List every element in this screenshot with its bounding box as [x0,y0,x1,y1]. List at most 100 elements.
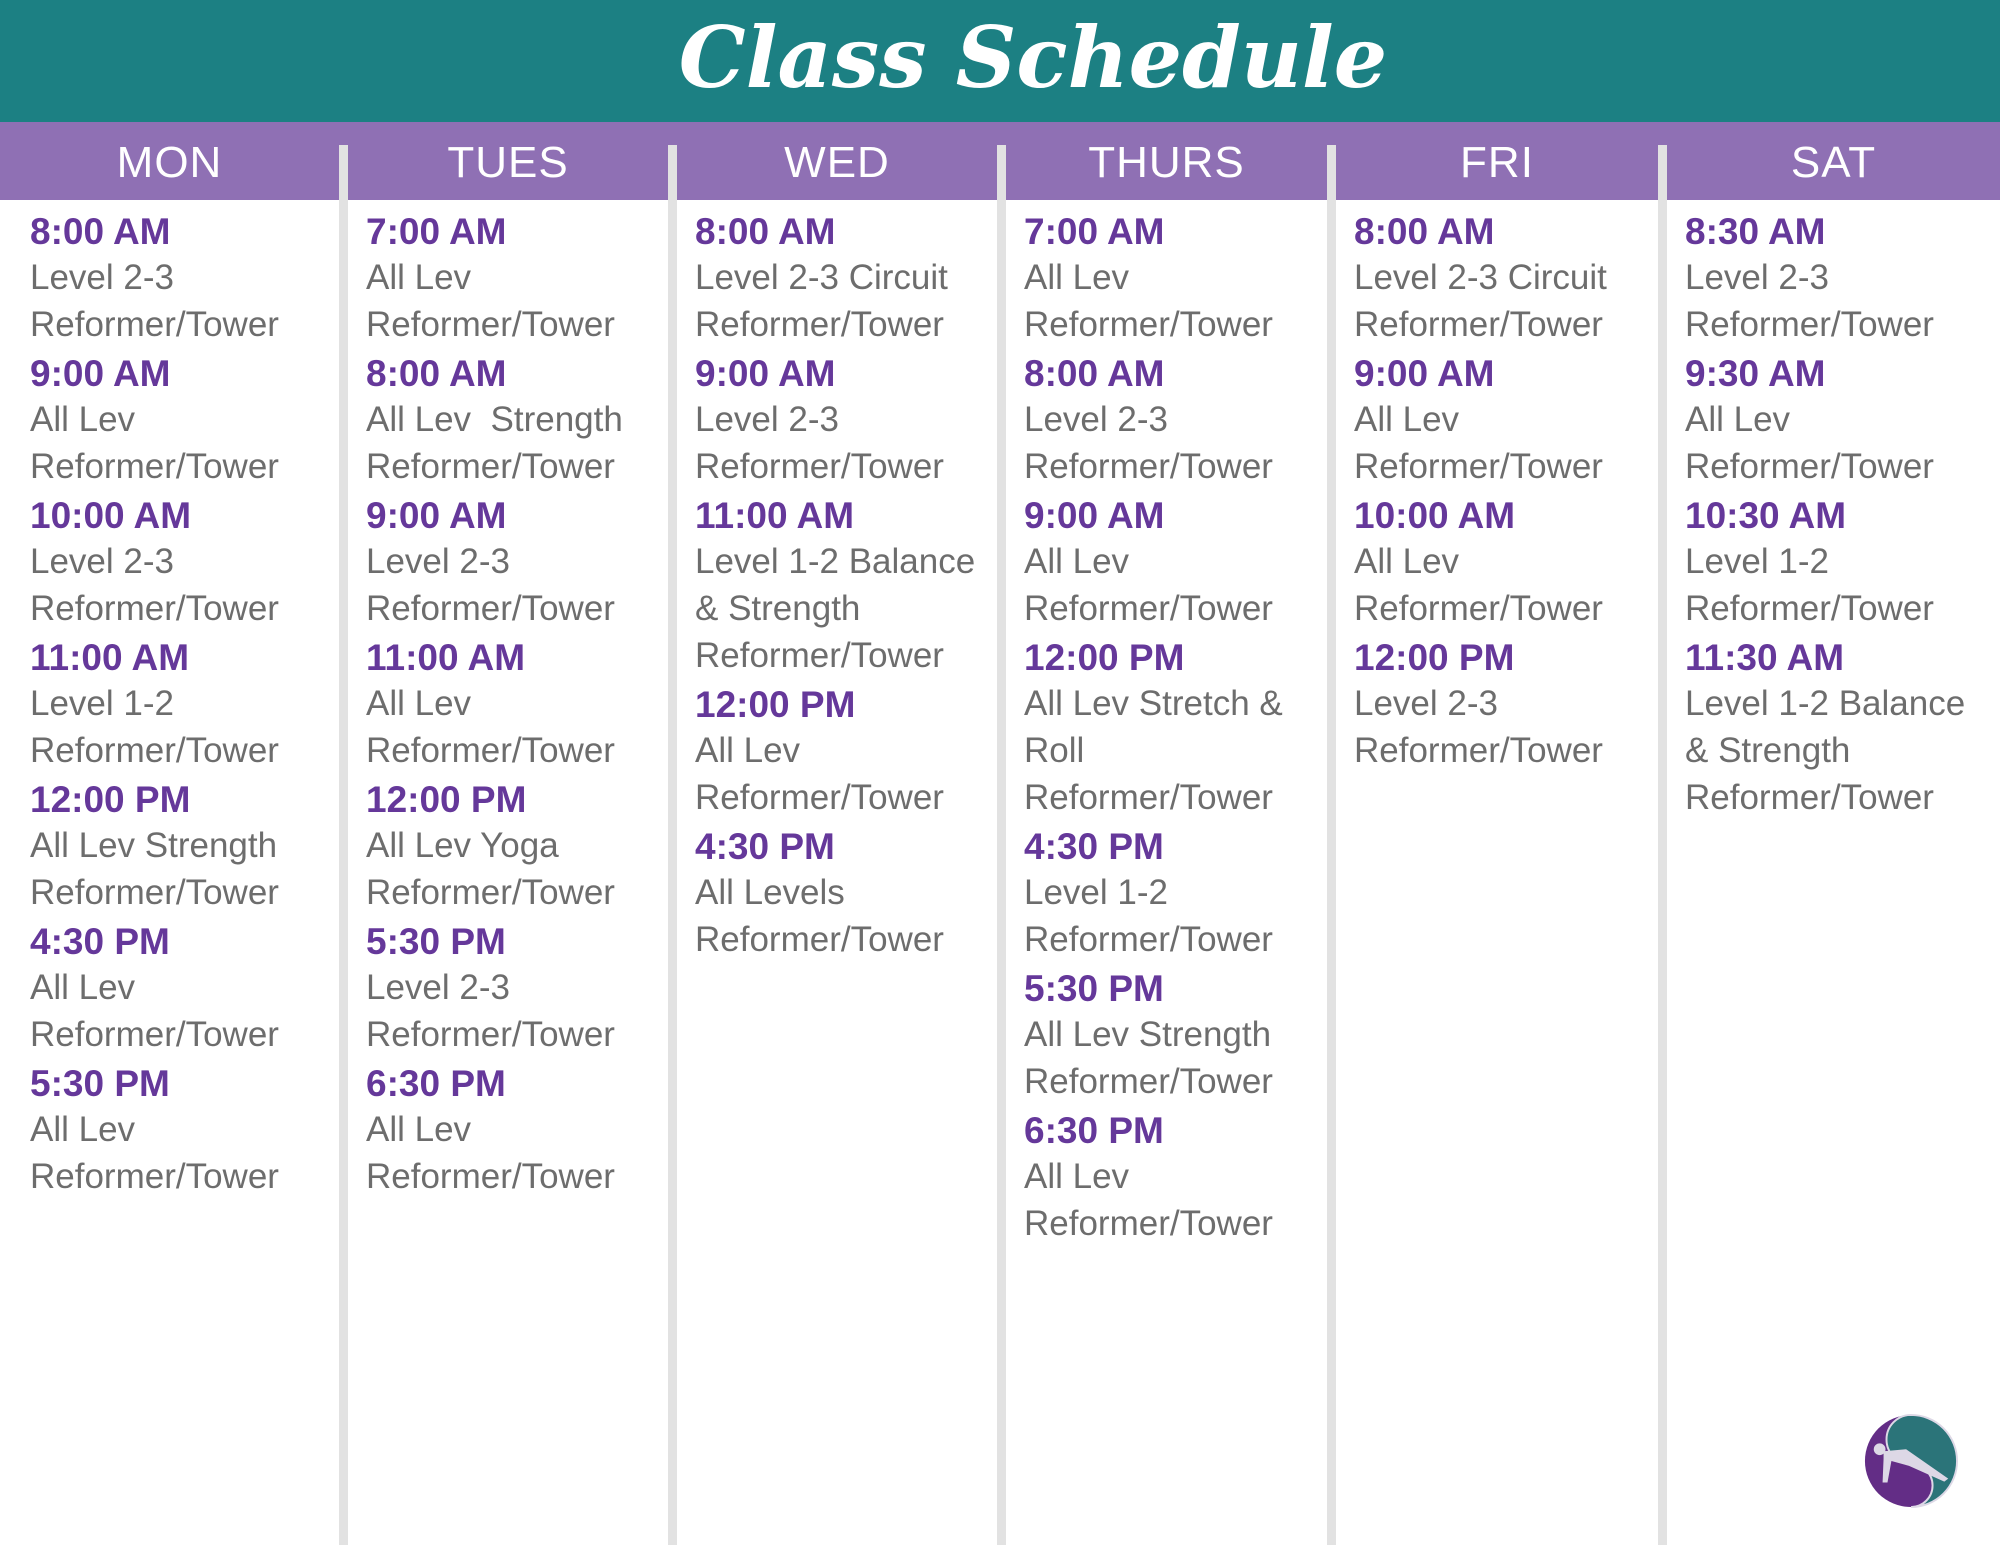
column-divider [339,145,348,1545]
class-description: Reformer/Tower [1685,589,1934,628]
class-entry: 8:00 AM Level 2-3 Circuit Reformer/Tower [695,210,997,348]
class-description: Reformer/Tower [366,447,615,486]
class-list: 7:00 AM All Lev Reformer/Tower 8:00 AM Level… [1006,200,1327,1247]
class-description: Reformer/Tower [1024,920,1273,959]
page-title: Class Schedule [678,8,1388,107]
title-bar: Class Schedule [0,0,2000,122]
class-time: 12:00 PM [366,779,527,820]
class-description: Level 1-2 Balance [695,542,976,581]
class-description: Reformer/Tower [366,589,615,628]
day-column-mon: MON 8:00 AM Level 2-3 Reformer/Tower 9:00 AM… [0,122,339,1545]
class-description: All Lev [695,731,801,770]
class-list: 8:30 AM Level 2-3 Reformer/Tower 9:30 AM All… [1667,200,2000,821]
class-description: Reformer/Tower [1024,1062,1273,1101]
class-entry: 12:00 PM All Lev Yoga Reformer/Tower [366,778,668,916]
class-description: All Lev [30,1110,136,1149]
class-description: All Lev [366,258,472,297]
class-description: Level 1-2 Balance [1685,684,1966,723]
class-description: All Lev Strength [30,826,278,865]
class-entry: 4:30 PM All Levels Reformer/Tower [695,825,997,963]
class-entry: 8:00 AM Level 2-3 Reformer/Tower [1024,352,1327,490]
class-time: 10:00 AM [1354,495,1516,536]
day-column-wed: WED 8:00 AM Level 2-3 Circuit Reformer/Towe… [677,122,997,1545]
column-divider [668,145,677,1545]
class-description: Reformer/Tower [695,778,944,817]
class-time: 7:00 AM [366,211,507,252]
class-description: All Lev [30,968,136,1007]
class-description: All Lev Strength [1024,1015,1272,1054]
class-description: Reformer/Tower [30,1157,279,1196]
day-column-thurs: THURS 7:00 AM All Lev Reformer/Tower 8:00 AM… [1006,122,1327,1545]
class-list: 7:00 AM All Lev Reformer/Tower 8:00 AM All L… [348,200,668,1200]
class-description: Reformer/Tower [366,1157,615,1196]
class-time: 12:00 PM [1024,637,1185,678]
class-description: Reformer/Tower [1354,305,1603,344]
class-description: Level 2-3 [695,400,839,439]
class-time: 12:00 PM [30,779,191,820]
class-description: All Lev [30,400,136,439]
class-time: 4:30 PM [30,921,170,962]
class-description: Roll [1024,731,1085,770]
class-entry: 4:30 PM Level 1-2 Reformer/Tower [1024,825,1327,963]
column-divider [997,145,1006,1545]
class-description: Reformer/Tower [30,873,279,912]
class-description: Reformer/Tower [366,873,615,912]
class-entry: 9:00 AM All Lev Reformer/Tower [30,352,339,490]
class-description: Level 1-2 [1024,873,1168,912]
class-description: Reformer/Tower [1024,1204,1273,1243]
class-time: 11:00 AM [30,637,190,678]
class-entry: 12:00 PM All Lev Strength Reformer/Tower [30,778,339,916]
class-description: Level 1-2 [30,684,174,723]
class-description: Reformer/Tower [695,636,944,675]
class-time: 9:30 AM [1685,353,1826,394]
class-description: Reformer/Tower [30,731,279,770]
class-description: Reformer/Tower [366,305,615,344]
class-entry: 9:00 AM Level 2-3 Reformer/Tower [366,494,668,632]
class-description: Level 2-3 [1024,400,1168,439]
class-description: Level 2-3 [1354,684,1498,723]
day-header: MON [116,138,223,187]
day-header: THURS [1088,138,1245,187]
class-description: Level 2-3 [30,258,174,297]
class-description: Level 2-3 [30,542,174,581]
class-entry: 9:00 AM All Lev Reformer/Tower [1024,494,1327,632]
class-entry: 11:30 AM Level 1-2 Balance & Strength Refor… [1685,636,2000,821]
class-list: 8:00 AM Level 2-3 Circuit Reformer/Tower 9:… [1336,200,1658,774]
class-time: 9:00 AM [695,353,836,394]
class-time: 9:00 AM [1024,495,1165,536]
day-column-sat: SAT 8:30 AM Level 2-3 Reformer/Tower 9:30 AM… [1667,122,2000,1545]
class-time: 8:00 AM [1024,353,1165,394]
class-entry: 8:00 AM Level 2-3 Circuit Reformer/Tower [1354,210,1658,348]
class-entry: 8:30 AM Level 2-3 Reformer/Tower [1685,210,2000,348]
class-entry: 8:00 AM Level 2-3 Reformer/Tower [30,210,339,348]
day-column-fri: FRI 8:00 AM Level 2-3 Circuit Reformer/Towe… [1336,122,1658,1545]
class-time: 10:30 AM [1685,495,1847,536]
class-entry: 5:30 PM Level 2-3 Reformer/Tower [366,920,668,1058]
class-description: All Lev Stretch & [1024,684,1283,723]
class-time: 12:00 PM [695,684,856,725]
class-time: 8:00 AM [30,211,171,252]
class-entry: 9:30 AM All Lev Reformer/Tower [1685,352,2000,490]
class-time: 7:00 AM [1024,211,1165,252]
class-description: Reformer/Tower [1685,447,1934,486]
class-description: Reformer/Tower [1024,589,1273,628]
class-description: Reformer/Tower [30,447,279,486]
class-description: All Lev [1024,1157,1130,1196]
day-header: SAT [1790,138,1877,187]
class-description: Level 1-2 [1685,542,1829,581]
class-time: 8:00 AM [366,353,507,394]
class-time: 5:30 PM [366,921,506,962]
class-time: 8:30 AM [1685,211,1826,252]
class-entry: 10:00 AM All Lev Reformer/Tower [1354,494,1658,632]
class-entry: 10:30 AM Level 1-2 Reformer/Tower [1685,494,2000,632]
class-time: 12:00 PM [1354,637,1515,678]
class-description: & Strength [695,589,861,628]
class-description: All Lev [1024,542,1130,581]
class-description: Reformer/Tower [695,305,944,344]
class-entry: 12:00 PM All Lev Reformer/Tower [695,683,997,821]
class-description: Level 2-3 [1685,258,1829,297]
class-entry: 9:00 AM All Lev Reformer/Tower [1354,352,1658,490]
class-description: Level 2-3 Circuit [1354,258,1607,297]
class-entry: 7:00 AM All Lev Reformer/Tower [366,210,668,348]
class-time: 11:30 AM [1685,637,1845,678]
